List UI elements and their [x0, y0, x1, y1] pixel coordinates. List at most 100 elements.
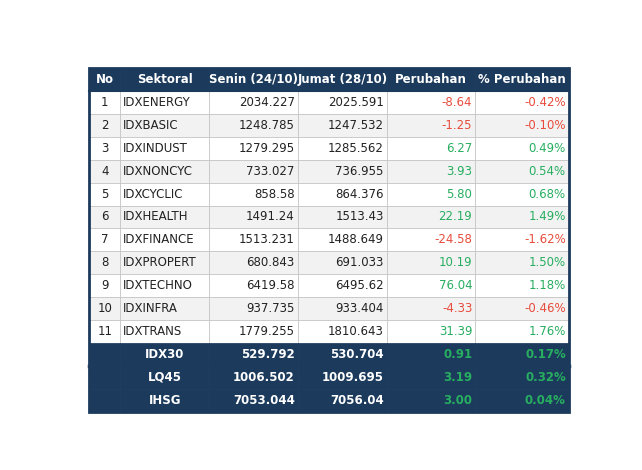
Bar [121, 297, 209, 320]
Text: -24.58: -24.58 [435, 234, 473, 246]
Bar [89, 366, 121, 389]
Text: -1.62%: -1.62% [524, 234, 566, 246]
Bar [89, 160, 121, 182]
Text: 7: 7 [101, 234, 108, 246]
Bar [386, 366, 475, 389]
Text: 1285.562: 1285.562 [327, 141, 384, 155]
Bar [298, 182, 386, 205]
Bar [121, 137, 209, 160]
Bar [89, 91, 121, 114]
Bar [209, 251, 298, 274]
Bar [209, 274, 298, 297]
Text: 1779.255: 1779.255 [239, 325, 295, 338]
Text: IDXENERGY: IDXENERGY [123, 96, 191, 109]
Text: 1279.295: 1279.295 [239, 141, 295, 155]
Text: 10: 10 [98, 302, 112, 315]
Bar [121, 205, 209, 228]
Text: 3.93: 3.93 [446, 164, 473, 178]
Bar [298, 160, 386, 182]
Bar [475, 91, 569, 114]
Bar [209, 343, 298, 366]
Text: -0.10%: -0.10% [525, 119, 566, 132]
Text: IDXCYCLIC: IDXCYCLIC [123, 188, 184, 201]
Bar [475, 389, 569, 412]
Text: 5: 5 [101, 188, 108, 201]
Bar [386, 228, 475, 251]
Bar [89, 114, 121, 137]
Bar [89, 182, 121, 205]
Bar [121, 228, 209, 251]
Bar [386, 68, 475, 91]
Bar [386, 343, 475, 366]
Text: 9: 9 [101, 279, 108, 292]
Text: 4: 4 [101, 164, 108, 178]
Text: 6: 6 [101, 211, 108, 223]
Bar [89, 343, 121, 366]
Text: 22.19: 22.19 [438, 211, 473, 223]
Bar [298, 320, 386, 343]
Text: 2025.591: 2025.591 [327, 96, 384, 109]
Bar [386, 389, 475, 412]
Text: 529.792: 529.792 [241, 348, 295, 361]
Text: 7056.04: 7056.04 [330, 394, 384, 407]
Text: -0.42%: -0.42% [525, 96, 566, 109]
Bar [209, 389, 298, 412]
Text: IDXFINANCE: IDXFINANCE [123, 234, 195, 246]
Bar [89, 297, 121, 320]
Text: 1006.502: 1006.502 [233, 371, 295, 384]
Text: 864.376: 864.376 [335, 188, 384, 201]
Bar [386, 297, 475, 320]
Bar [121, 366, 209, 389]
Bar [121, 251, 209, 274]
Text: 11: 11 [98, 325, 112, 338]
Text: 0.91: 0.91 [443, 348, 473, 361]
Text: Perubahan: Perubahan [395, 73, 467, 86]
Bar [475, 68, 569, 91]
Bar [209, 320, 298, 343]
Bar [89, 320, 121, 343]
Text: -0.46%: -0.46% [525, 302, 566, 315]
Bar [386, 137, 475, 160]
Text: 3: 3 [101, 141, 108, 155]
Text: 7053.044: 7053.044 [233, 394, 295, 407]
Text: 0.04%: 0.04% [525, 394, 566, 407]
Bar [121, 114, 209, 137]
Text: IDXTECHNO: IDXTECHNO [123, 279, 193, 292]
Bar [89, 389, 121, 412]
Bar [475, 182, 569, 205]
Bar [386, 320, 475, 343]
Text: 733.027: 733.027 [247, 164, 295, 178]
Bar [475, 114, 569, 137]
Text: 680.843: 680.843 [247, 256, 295, 269]
Text: -1.25: -1.25 [442, 119, 473, 132]
Bar [209, 160, 298, 182]
Bar [89, 274, 121, 297]
Text: 858.58: 858.58 [254, 188, 295, 201]
Text: 76.04: 76.04 [438, 279, 473, 292]
Text: 1491.24: 1491.24 [246, 211, 295, 223]
Bar [386, 182, 475, 205]
Text: IDXPROPERT: IDXPROPERT [123, 256, 197, 269]
Bar [475, 343, 569, 366]
Text: 1.50%: 1.50% [529, 256, 566, 269]
Bar [209, 114, 298, 137]
Bar [386, 251, 475, 274]
Bar [209, 68, 298, 91]
Text: 1009.695: 1009.695 [322, 371, 384, 384]
Bar [475, 160, 569, 182]
Text: 1513.43: 1513.43 [335, 211, 384, 223]
Text: 3.00: 3.00 [444, 394, 473, 407]
Text: 0.54%: 0.54% [529, 164, 566, 178]
Bar [209, 205, 298, 228]
Bar [298, 137, 386, 160]
Text: IDXINFRA: IDXINFRA [123, 302, 178, 315]
Bar [89, 251, 121, 274]
Text: 6419.58: 6419.58 [247, 279, 295, 292]
Bar [298, 389, 386, 412]
Bar [298, 114, 386, 137]
Bar [298, 274, 386, 297]
Bar [298, 343, 386, 366]
Text: 1.18%: 1.18% [528, 279, 566, 292]
Text: IDXINDUST: IDXINDUST [123, 141, 188, 155]
Bar [209, 228, 298, 251]
